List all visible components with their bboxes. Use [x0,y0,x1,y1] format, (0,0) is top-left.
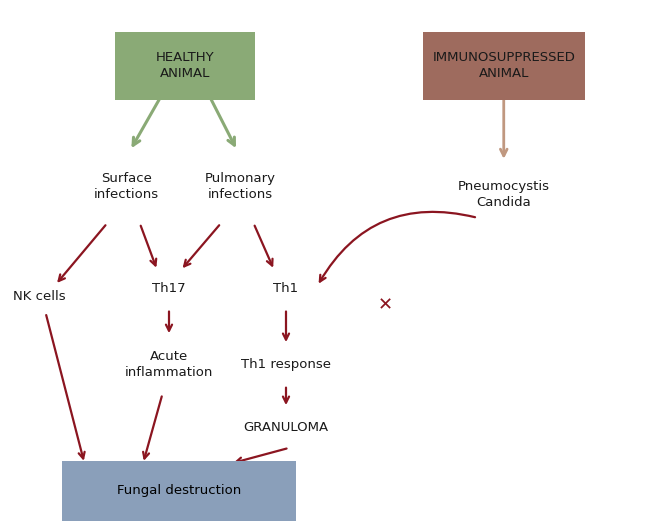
Text: HEALTHY
ANIMAL: HEALTHY ANIMAL [156,51,214,80]
Text: NK cells: NK cells [13,290,65,303]
Text: Surface
infections: Surface infections [94,172,159,201]
Text: IMMUNOSUPPRESSED
ANIMAL: IMMUNOSUPPRESSED ANIMAL [432,51,575,80]
Text: Pneumocystis
Candida: Pneumocystis Candida [458,180,550,209]
FancyBboxPatch shape [116,32,255,100]
Text: ✕: ✕ [377,297,393,314]
Text: Pulmonary
infections: Pulmonary infections [205,172,276,201]
Text: Th1: Th1 [274,282,298,295]
Text: Acute
inflammation: Acute inflammation [125,350,213,380]
Text: Th17: Th17 [152,282,186,295]
Text: GRANULOMA: GRANULOMA [244,422,328,434]
Text: Th1 response: Th1 response [241,359,331,371]
FancyBboxPatch shape [62,461,296,521]
FancyBboxPatch shape [422,32,585,100]
Text: Fungal destruction: Fungal destruction [116,485,241,497]
